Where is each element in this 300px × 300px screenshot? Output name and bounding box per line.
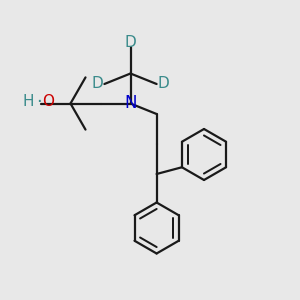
Text: N: N [124, 94, 137, 112]
Text: H: H [22, 94, 34, 110]
Text: ·: · [36, 93, 42, 111]
Text: D: D [92, 76, 104, 92]
Text: D: D [157, 76, 169, 92]
Text: D: D [124, 35, 136, 50]
Text: O: O [42, 94, 54, 110]
